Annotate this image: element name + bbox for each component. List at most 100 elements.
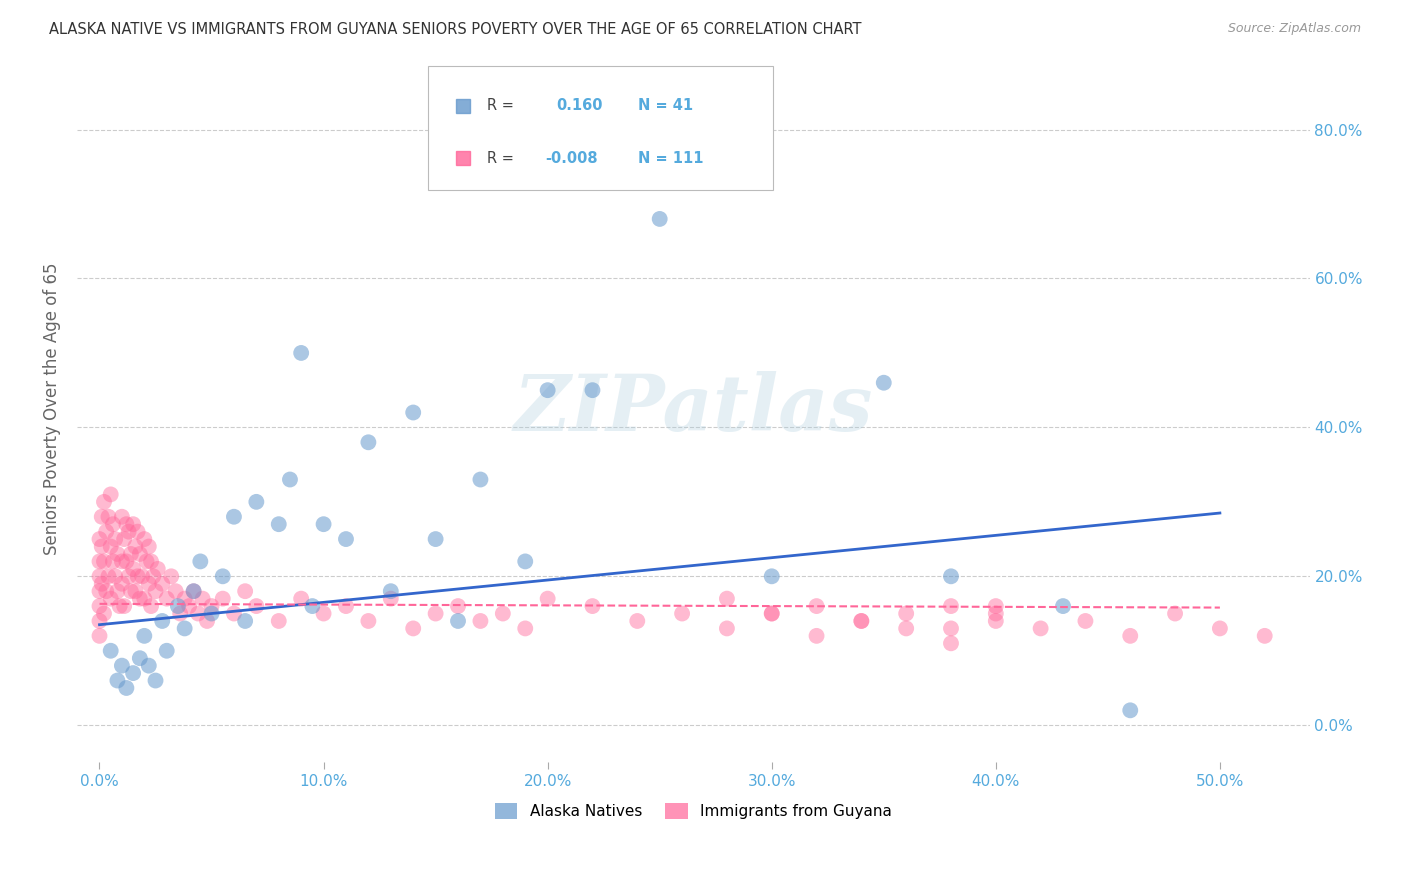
Point [200, 607, 222, 621]
Point [128, 591, 150, 606]
Point [117, 569, 139, 583]
Point [138, 540, 160, 554]
Point [222, 607, 245, 621]
Point [581, 599, 603, 613]
Point [122, 517, 145, 532]
Point [873, 376, 896, 390]
Point [537, 591, 560, 606]
Point [211, 591, 233, 606]
Point [89, 554, 111, 568]
Point [188, 554, 211, 568]
Point [1029, 622, 1052, 636]
Point [101, 554, 124, 568]
Point [100, 540, 122, 554]
Point [200, 599, 222, 613]
Point [145, 673, 167, 688]
Point [267, 614, 290, 628]
Point [173, 591, 195, 606]
Point [167, 599, 190, 613]
Point [90, 509, 112, 524]
Point [108, 599, 131, 613]
Point [96, 584, 118, 599]
Point [150, 576, 173, 591]
Point [984, 614, 1007, 628]
Point [290, 591, 312, 606]
Point [537, 383, 560, 397]
Point [139, 554, 162, 568]
Point [135, 554, 157, 568]
Point [138, 576, 160, 591]
Point [93, 554, 115, 568]
Point [245, 599, 267, 613]
Point [115, 517, 138, 532]
Point [402, 622, 425, 636]
Point [124, 540, 146, 554]
Point [301, 599, 323, 613]
Point [357, 435, 380, 450]
Point [761, 607, 783, 621]
Point [111, 576, 134, 591]
Point [90, 540, 112, 554]
Point [939, 599, 962, 613]
Point [761, 607, 783, 621]
Point [806, 599, 828, 613]
Point [581, 383, 603, 397]
Point [107, 584, 129, 599]
Text: 0.160: 0.160 [557, 98, 603, 113]
Point [984, 599, 1007, 613]
Point [357, 614, 380, 628]
Point [169, 607, 191, 621]
Point [233, 614, 256, 628]
Point [312, 607, 335, 621]
Point [139, 599, 162, 613]
Point [1052, 599, 1074, 613]
Point [896, 607, 918, 621]
Point [89, 614, 111, 628]
Point [107, 547, 129, 561]
Point [447, 614, 470, 628]
Point [145, 584, 167, 599]
Point [117, 524, 139, 539]
Legend: Alaska Natives, Immigrants from Guyana: Alaska Natives, Immigrants from Guyana [488, 797, 898, 825]
Point [425, 532, 447, 546]
Point [1209, 622, 1232, 636]
Y-axis label: Seniors Poverty Over the Age of 65: Seniors Poverty Over the Age of 65 [44, 262, 60, 555]
Point [131, 569, 153, 583]
Point [492, 607, 515, 621]
Point [93, 607, 115, 621]
Point [120, 547, 142, 561]
Point [146, 562, 169, 576]
Point [138, 658, 160, 673]
Point [160, 569, 183, 583]
Point [183, 584, 205, 599]
Point [179, 599, 201, 613]
Point [89, 629, 111, 643]
Point [806, 629, 828, 643]
Point [173, 622, 195, 636]
Text: R =: R = [488, 151, 515, 166]
Point [134, 532, 156, 546]
Point [939, 569, 962, 583]
Point [127, 524, 149, 539]
Point [93, 495, 115, 509]
Point [939, 636, 962, 650]
Text: N = 111: N = 111 [638, 151, 703, 166]
FancyBboxPatch shape [429, 66, 773, 189]
Point [267, 517, 290, 532]
Text: -0.008: -0.008 [546, 151, 598, 166]
Point [402, 405, 425, 419]
Point [165, 584, 187, 599]
Point [150, 614, 173, 628]
Point [128, 651, 150, 665]
Point [134, 629, 156, 643]
Point [134, 591, 156, 606]
Point [447, 599, 470, 613]
Point [233, 584, 256, 599]
Point [470, 473, 492, 487]
Point [290, 346, 312, 360]
Point [939, 622, 962, 636]
Point [1254, 629, 1277, 643]
Point [107, 673, 129, 688]
Point [104, 569, 127, 583]
Point [380, 584, 402, 599]
